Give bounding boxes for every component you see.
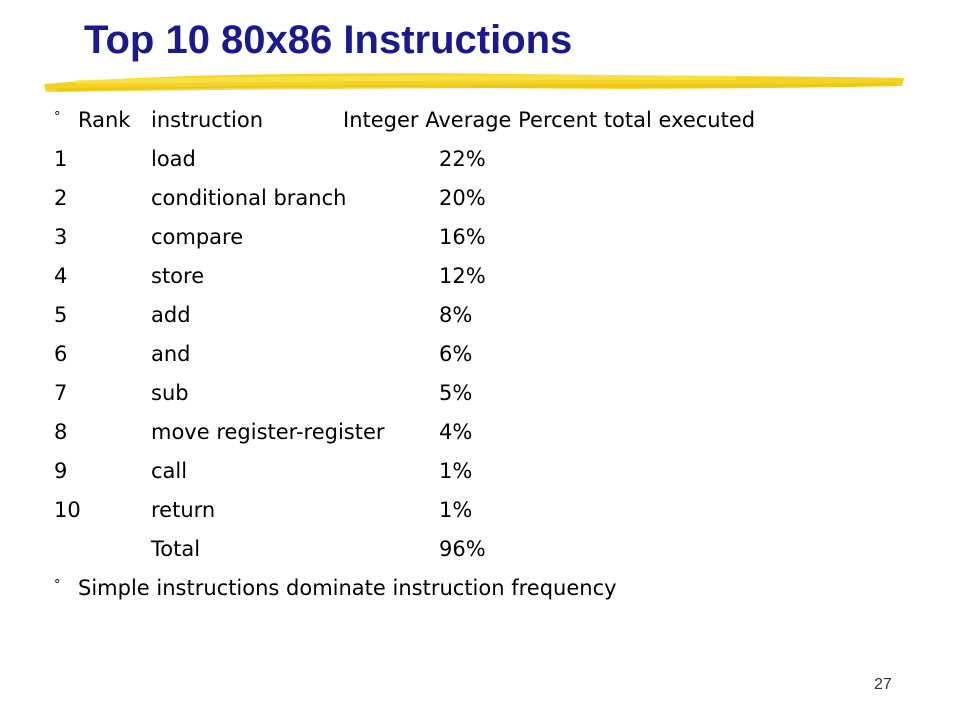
instruction-cell: move register-register [151,420,385,444]
total-label: Total [151,537,201,561]
instruction-cell: load [151,147,196,171]
percent-cell: 8% [439,303,473,327]
rank-cell: 3 [54,225,68,249]
instruction-cell: call [151,459,188,483]
percent-cell: 5% [439,381,473,405]
slide-title: Top 10 80x86 Instructions [84,18,573,62]
instruction-cell: compare [151,225,244,249]
instruction-cell: store [151,264,205,288]
percent-cell: 12% [439,264,486,288]
percent-cell: 1% [439,459,473,483]
rank-cell: 5 [54,303,68,327]
instruction-cell: sub [151,381,189,405]
instruction-cell: conditional branch [151,186,347,210]
percent-cell: 1% [439,498,473,522]
rank-column-header: Rank [78,108,131,132]
instruction-cell: return [151,498,216,522]
conclusion-text: Simple instructions dominate instruction… [78,576,617,600]
percent-cell: 6% [439,342,473,366]
bullet-icon: ° [54,578,61,593]
rank-cell: 6 [54,342,68,366]
bullet-icon: ° [54,110,61,125]
rank-cell: 8 [54,420,68,444]
percent-cell: 22% [439,147,486,171]
instruction-cell: and [151,342,191,366]
percent-cell: 20% [439,186,486,210]
instruction-cell: add [151,303,191,327]
rank-cell: 2 [54,186,68,210]
percent-cell: 4% [439,420,473,444]
rank-cell: 7 [54,381,68,405]
rank-cell: 4 [54,264,68,288]
page-number: 27 [874,676,892,693]
instruction-column-header: instruction [151,108,264,132]
title-underline-brush [44,73,904,92]
total-percent: 96% [439,537,486,561]
rank-cell: 10 [54,498,81,522]
rank-cell: 1 [54,147,68,171]
percent-cell: 16% [439,225,486,249]
rank-cell: 9 [54,459,68,483]
percent-column-header: Integer Average Percent total executed [343,108,756,132]
